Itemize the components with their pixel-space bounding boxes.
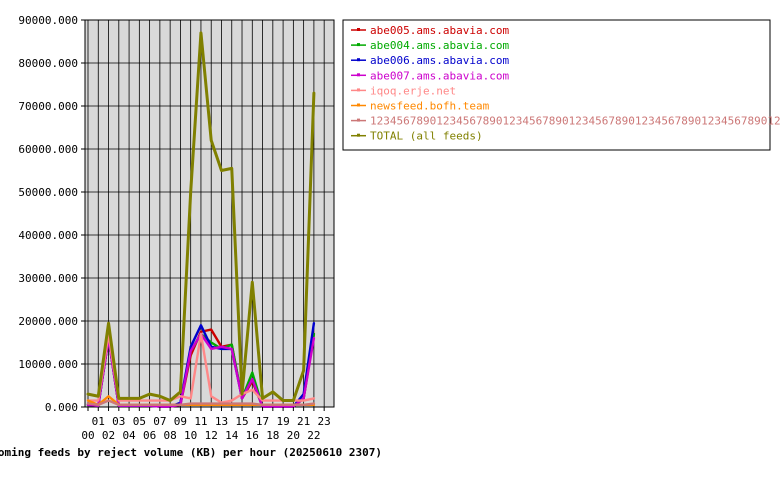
legend-marker bbox=[357, 43, 360, 47]
x-tick-label: 05 bbox=[133, 415, 146, 428]
legend-label: abe004.ams.abavia.com bbox=[370, 39, 509, 52]
x-tick-label: 08 bbox=[164, 429, 177, 442]
legend-label: 1234567890123456789012345678901234567890… bbox=[370, 115, 780, 128]
x-tick-label: 09 bbox=[174, 415, 187, 428]
y-tick-label: 80000.000 bbox=[18, 57, 78, 70]
x-tick-label: 19 bbox=[276, 415, 289, 428]
legend-label: TOTAL (all feeds) bbox=[370, 130, 483, 143]
axis-layer: 0.000 10000.000 20000.000 30000.000 40000.00… bbox=[18, 14, 330, 442]
y-tick-label: 10000.000 bbox=[18, 358, 78, 371]
legend-label: abe006.ams.abavia.com bbox=[370, 54, 509, 67]
y-tick-label: 90000.000 bbox=[18, 14, 78, 27]
plot-area bbox=[84, 19, 335, 408]
y-tick-label: 40000.000 bbox=[18, 229, 78, 242]
x-tick-label: 22 bbox=[307, 429, 320, 442]
x-tick-label: 13 bbox=[215, 415, 228, 428]
x-tick-label: 15 bbox=[235, 415, 248, 428]
y-tick-label: 70000.000 bbox=[18, 100, 78, 113]
legend-label: newsfeed.bofh.team bbox=[370, 100, 490, 113]
legend: abe005.ams.abavia.com abe004.ams.abavia.c… bbox=[351, 24, 780, 143]
legend-marker bbox=[357, 28, 360, 31]
legend-marker bbox=[357, 118, 360, 122]
series-line-4 bbox=[86, 332, 316, 404]
x-tick-label: 10 bbox=[184, 429, 197, 442]
series-line-7 bbox=[86, 31, 316, 403]
x-tick-label: 04 bbox=[122, 429, 136, 442]
x-tick-label: 23 bbox=[318, 415, 331, 428]
y-tick-label: 60000.000 bbox=[18, 143, 78, 156]
x-tick-label: 01 bbox=[92, 415, 105, 428]
x-tick-label: 21 bbox=[297, 415, 310, 428]
x-tick-label: 12 bbox=[205, 429, 218, 442]
x-tick-label: 16 bbox=[246, 429, 259, 442]
series-line-6 bbox=[86, 399, 316, 407]
legend-marker bbox=[357, 133, 360, 137]
series-layer bbox=[86, 31, 316, 408]
x-tick-label: 00 bbox=[81, 429, 94, 442]
legend-label: iqoq.erje.net bbox=[370, 84, 456, 97]
legend-box bbox=[342, 19, 771, 151]
y-tick-label: 50000.000 bbox=[18, 186, 78, 199]
x-tick-label: 06 bbox=[143, 429, 156, 442]
x-tick-label: 17 bbox=[256, 415, 269, 428]
x-tick-label: 18 bbox=[266, 429, 279, 442]
chart-title: Incoming feeds by reject volume (KB) per… bbox=[0, 446, 382, 459]
legend-label: abe007.ams.abavia.com bbox=[370, 69, 509, 82]
y-tick-label: 30000.000 bbox=[18, 272, 78, 285]
legend-marker bbox=[357, 103, 360, 107]
y-tick-label: 0.000 bbox=[45, 401, 78, 414]
legend-marker bbox=[357, 73, 360, 77]
x-tick-label: 03 bbox=[112, 415, 125, 428]
x-tick-label: 02 bbox=[102, 429, 115, 442]
y-tick-label: 20000.000 bbox=[18, 315, 78, 328]
x-tick-label: 20 bbox=[287, 429, 300, 442]
legend-marker bbox=[357, 58, 360, 62]
legend-label: abe005.ams.abavia.com bbox=[370, 24, 509, 37]
x-tick-label: 14 bbox=[225, 429, 239, 442]
legend-marker bbox=[357, 88, 360, 92]
x-tick-label: 07 bbox=[153, 415, 166, 428]
x-tick-label: 11 bbox=[194, 415, 207, 428]
